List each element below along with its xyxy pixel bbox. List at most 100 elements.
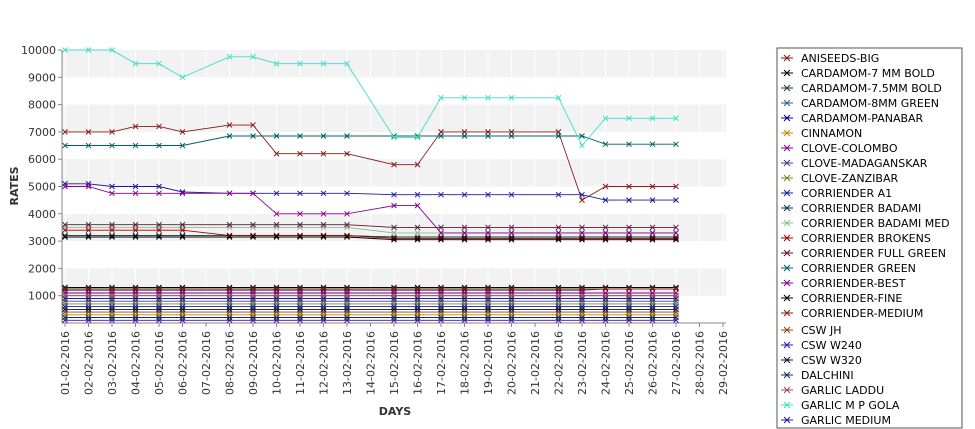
y-tick-label: 6000 — [28, 153, 56, 166]
data-point — [273, 306, 280, 313]
data-point — [649, 224, 656, 231]
series-csw-w320 — [62, 306, 679, 313]
x-tick-label: 02-02-2016 — [83, 331, 96, 395]
data-point — [297, 210, 303, 217]
data-point — [156, 123, 162, 130]
data-point — [649, 141, 656, 148]
data-point — [485, 230, 491, 236]
data-point — [461, 191, 468, 198]
data-point — [391, 230, 397, 236]
legend-marker — [781, 114, 793, 122]
data-point — [602, 317, 609, 324]
data-point — [226, 221, 233, 228]
legend-label: CLOVE-COLOMBO — [801, 142, 898, 155]
data-point — [461, 94, 468, 101]
data-point — [626, 183, 632, 190]
legend-label: CARDAMOM-8MM GREEN — [801, 97, 939, 110]
data-point — [391, 236, 397, 243]
data-point — [414, 224, 421, 231]
series-garlic-medium — [62, 317, 679, 324]
data-point — [579, 142, 585, 149]
legend-marker — [781, 309, 793, 317]
data-point — [250, 306, 256, 313]
series-corriender-medium — [62, 286, 679, 292]
data-point — [485, 236, 491, 243]
data-point — [156, 183, 162, 190]
data-point — [320, 210, 327, 217]
data-point — [485, 224, 491, 231]
data-point — [461, 133, 468, 139]
legend-label: CORRIENDER FULL GREEN — [801, 247, 946, 260]
legend-label: CLOVE-MADAGANSKAR — [801, 157, 928, 170]
data-point — [62, 292, 68, 299]
legend-marker — [781, 234, 793, 242]
data-point — [391, 161, 397, 168]
data-point — [320, 234, 327, 240]
data-point — [602, 236, 609, 243]
data-point — [555, 133, 562, 139]
data-point — [555, 306, 562, 313]
legend-label: CORRIENDER-MEDIUM — [801, 307, 923, 320]
data-point — [273, 60, 280, 67]
data-point — [273, 133, 280, 139]
data-point — [132, 286, 139, 292]
data-point — [109, 286, 115, 292]
data-point — [579, 236, 585, 243]
data-point — [673, 183, 679, 190]
data-point — [344, 221, 350, 228]
x-tick-label: 09-02-2016 — [247, 331, 260, 395]
x-tick-label: 12-02-2016 — [318, 331, 331, 395]
data-point — [414, 292, 421, 299]
data-point — [226, 133, 233, 139]
data-point — [320, 60, 327, 67]
data-point — [508, 286, 515, 292]
data-point — [391, 317, 397, 324]
data-point — [508, 317, 515, 324]
data-point — [226, 317, 233, 324]
legend-label: ANISEEDS-BIG — [801, 52, 879, 65]
data-point — [391, 306, 397, 313]
data-point — [579, 317, 585, 324]
data-point — [555, 292, 562, 299]
x-axis: 01-02-2016 02-02-2016 03-02-2016 04-02-2016… — [59, 322, 730, 395]
data-point — [179, 306, 186, 313]
data-point — [438, 191, 444, 198]
data-point — [649, 197, 656, 204]
data-point — [508, 292, 515, 299]
data-point — [438, 133, 444, 139]
y-tick-label: 2000 — [28, 262, 56, 275]
data-point — [344, 60, 350, 67]
data-point — [626, 224, 632, 231]
data-point — [62, 306, 68, 313]
data-point — [156, 286, 162, 292]
legend-label: CORRIENDER-FINE — [801, 292, 902, 305]
data-point — [555, 129, 562, 135]
data-point — [109, 234, 115, 240]
x-tick-label: 04-02-2016 — [130, 331, 143, 395]
data-point — [344, 190, 350, 197]
data-point — [156, 221, 162, 228]
x-tick-label: 22-02-2016 — [553, 331, 566, 395]
data-point — [485, 317, 491, 324]
data-point — [555, 94, 562, 101]
data-point — [649, 292, 656, 299]
legend-marker — [781, 326, 793, 334]
legend-label: CARDAMOM-PANABAR — [801, 112, 924, 125]
data-point — [62, 234, 68, 240]
legend-marker — [781, 204, 793, 212]
legend-label: GARLIC M P GOLA — [801, 399, 900, 412]
data-point — [179, 227, 186, 234]
x-tick-label: 07-02-2016 — [200, 331, 213, 395]
data-point — [226, 53, 233, 60]
data-point — [626, 292, 632, 299]
x-tick-label: 29-02-2016 — [717, 331, 730, 395]
data-point — [673, 115, 679, 122]
x-tick-label: 11-02-2016 — [294, 331, 307, 395]
data-point — [179, 286, 186, 292]
x-tick-label: 28-02-2016 — [694, 331, 707, 395]
data-point — [649, 236, 656, 243]
data-point — [85, 183, 92, 190]
data-point — [438, 286, 444, 292]
data-point — [555, 236, 562, 243]
grid-bands — [62, 50, 726, 323]
